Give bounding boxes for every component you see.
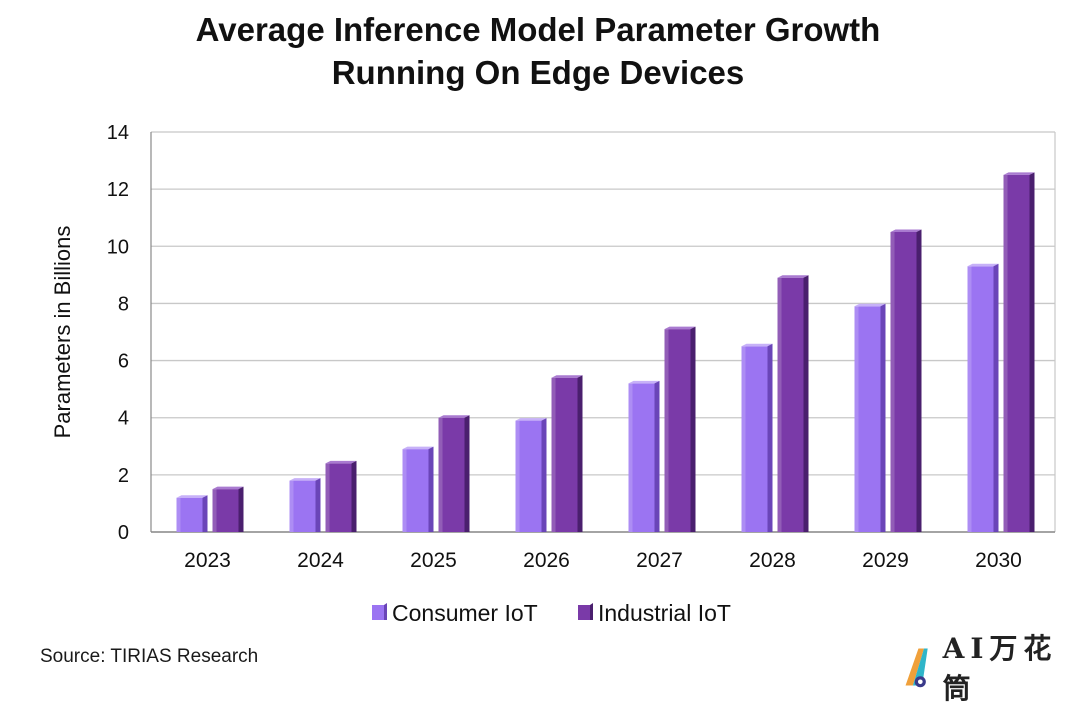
bar-consumer-2028-highlight — [741, 346, 746, 532]
bar-consumer-2025-highlight — [402, 449, 407, 532]
bar-industrial-2029-top — [890, 229, 922, 232]
legend-label-industrial: Industrial IoT — [598, 600, 731, 626]
bar-consumer-2028-top — [741, 343, 773, 347]
chart-title: Average Inference Model Parameter Growth… — [0, 8, 1076, 94]
bar-consumer-2024-highlight — [289, 480, 294, 532]
bar-industrial-2028 — [777, 277, 804, 532]
bar-industrial-2024 — [325, 463, 352, 532]
bar-consumer-2029-side — [880, 303, 886, 532]
source-note: Source: TIRIAS Research — [40, 646, 259, 667]
bar-industrial-2027-side — [690, 326, 696, 532]
legend-swatch-side-industrial — [590, 603, 593, 620]
bar-industrial-2027-top — [664, 326, 696, 330]
bar-industrial-2024-highlight — [325, 463, 330, 532]
bar-consumer-2023-highlight — [176, 497, 181, 532]
x-tick-label: 2025 — [410, 549, 457, 572]
legend-swatch-consumer — [372, 605, 384, 620]
bar-consumer-2026 — [515, 420, 542, 532]
bar-consumer-2028 — [741, 346, 768, 532]
bar-industrial-2025-highlight — [438, 417, 443, 532]
bar-industrial-2030-top — [1003, 172, 1035, 175]
bar-consumer-2024-side — [315, 478, 321, 532]
bar-industrial-2030-side — [1029, 172, 1035, 532]
bar-consumer-2023-side — [202, 495, 208, 532]
bar-industrial-2023-top — [212, 486, 244, 490]
bar-industrial-2024-top — [325, 460, 357, 464]
bar-industrial-2026 — [551, 377, 578, 532]
bar-industrial-2026-highlight — [551, 377, 556, 532]
bar-industrial-2025-top — [438, 415, 470, 418]
y-axis-label: Parameters in Billions — [50, 226, 75, 439]
bar-consumer-2027-highlight — [628, 383, 633, 532]
bar-consumer-2029-highlight — [854, 306, 859, 532]
y-tick-label: 14 — [107, 122, 129, 144]
bar-consumer-2024 — [289, 480, 316, 532]
y-tick-label: 10 — [107, 236, 129, 258]
bar-industrial-2023 — [212, 489, 239, 532]
x-tick-label: 2026 — [523, 549, 570, 572]
bar-consumer-2026-top — [515, 418, 547, 421]
bar-consumer-2026-highlight — [515, 420, 520, 532]
y-tick-label: 0 — [118, 522, 129, 544]
bar-industrial-2029-side — [916, 229, 922, 532]
y-tick-label: 4 — [118, 408, 129, 430]
bar-consumer-2030-highlight — [967, 266, 972, 532]
bar-industrial-2030-highlight — [1003, 174, 1008, 532]
x-tick-label: 2028 — [749, 549, 796, 572]
bar-consumer-2025-top — [402, 446, 434, 450]
x-tick-label: 2030 — [975, 549, 1022, 572]
bar-industrial-2029-highlight — [890, 232, 895, 532]
legend-swatch-industrial — [578, 605, 590, 620]
bar-consumer-2028-side — [767, 343, 773, 532]
bar-consumer-2025 — [402, 449, 429, 532]
bar-industrial-2026-top — [551, 375, 583, 378]
x-tick-label: 2029 — [862, 549, 909, 572]
watermark-text: AI万花筒 — [942, 632, 1058, 705]
bar-industrial-2024-side — [351, 460, 357, 532]
bar-consumer-2023 — [176, 497, 203, 532]
bar-consumer-2024-top — [289, 478, 321, 481]
bar-consumer-2027-top — [628, 380, 660, 384]
cone-logo-icon — [905, 648, 928, 688]
legend-swatch-side-consumer — [384, 603, 387, 620]
legend-label-consumer: Consumer IoT — [392, 600, 538, 626]
chart-title-line-1: Average Inference Model Parameter Growth — [195, 11, 881, 48]
y-tick-label: 6 — [118, 351, 129, 373]
bar-consumer-2030 — [967, 266, 994, 532]
x-tick-label: 2023 — [184, 549, 231, 572]
bar-industrial-2029 — [890, 232, 917, 532]
bar-consumer-2026-side — [541, 418, 547, 532]
bar-consumer-2030-top — [967, 263, 999, 267]
bar-industrial-2028-side — [803, 275, 809, 532]
bar-consumer-2030-side — [993, 263, 999, 532]
bar-consumer-2029-top — [854, 303, 886, 307]
y-tick-label: 8 — [118, 293, 129, 315]
bar-industrial-2028-highlight — [777, 277, 782, 532]
bar-consumer-2023-top — [176, 495, 208, 498]
bar-industrial-2025-side — [464, 415, 470, 532]
y-tick-label: 2 — [118, 465, 129, 487]
bar-industrial-2027-highlight — [664, 329, 669, 532]
bar-industrial-2023-side — [238, 486, 244, 532]
bar-industrial-2027 — [664, 329, 691, 532]
x-tick-label: 2024 — [297, 549, 344, 572]
bar-industrial-2028-top — [777, 275, 809, 278]
bar-industrial-2030 — [1003, 174, 1030, 532]
watermark: AI万花筒 — [900, 632, 1080, 705]
x-tick-label: 2027 — [636, 549, 683, 572]
bar-consumer-2027 — [628, 383, 655, 532]
bar-consumer-2029 — [854, 306, 881, 532]
bar-industrial-2026-side — [577, 375, 583, 532]
y-tick-label: 12 — [107, 179, 129, 201]
bar-consumer-2027-side — [654, 380, 660, 532]
bar-industrial-2025 — [438, 417, 465, 532]
chart-title-line-2: Running On Edge Devices — [331, 54, 745, 91]
bar-consumer-2025-side — [428, 446, 434, 532]
bar-industrial-2023-highlight — [212, 489, 217, 532]
